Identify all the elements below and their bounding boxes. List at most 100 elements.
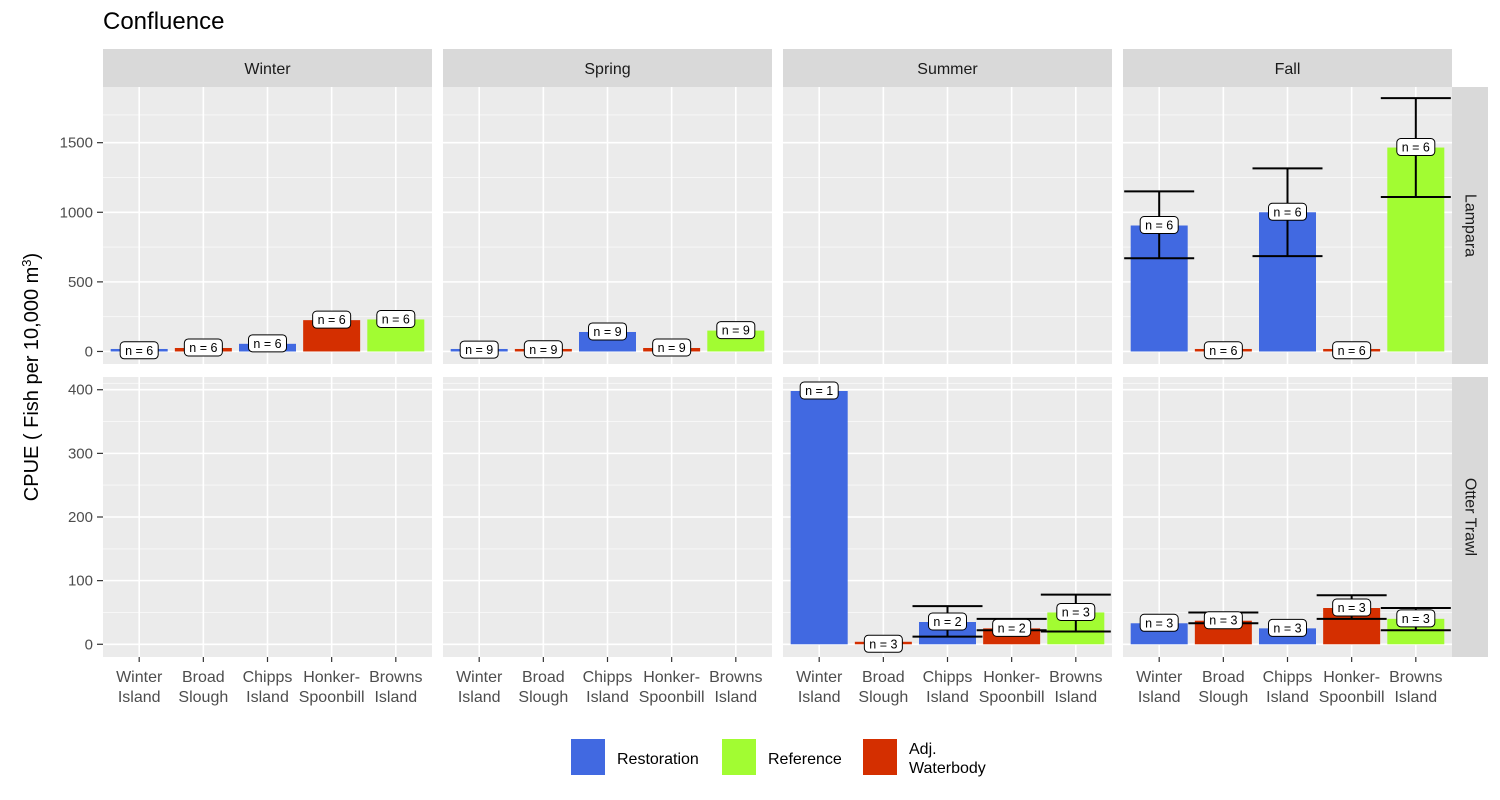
y-tick-label: 500 <box>68 274 93 291</box>
n-label: n = 9 <box>722 324 750 338</box>
facet-strip-summer <box>783 49 1112 87</box>
y-tick-label: 200 <box>68 509 93 526</box>
x-tick-label: Island <box>586 689 629 706</box>
x-tick-label: Island <box>1054 689 1097 706</box>
n-label-box <box>799 381 839 400</box>
x-tick-label: Spoonbill <box>639 689 705 706</box>
n-label-box <box>1139 216 1179 234</box>
n-label-box <box>1268 618 1307 637</box>
x-tick-label: Winter <box>1136 669 1183 686</box>
n-label: n = 1 <box>805 384 833 398</box>
n-label-box <box>459 340 499 359</box>
facet-strip-winter <box>103 49 432 87</box>
n-label: n = 6 <box>1402 141 1430 155</box>
x-tick-label: Island <box>246 689 289 706</box>
n-label: n = 6 <box>318 313 346 327</box>
n-label: n = 2 <box>933 615 961 629</box>
x-tick-label: Browns <box>709 669 762 686</box>
n-label-box <box>523 340 563 359</box>
n-label: n = 9 <box>658 341 686 355</box>
n-label-box <box>588 322 627 341</box>
n-label: n = 3 <box>1209 614 1237 628</box>
x-tick-label: Honker- <box>983 669 1040 686</box>
n-label: n = 3 <box>1402 612 1430 626</box>
n-label: n = 6 <box>1145 219 1173 233</box>
x-tick-label: Honker- <box>303 669 360 686</box>
x-tick-label: Spoonbill <box>1319 689 1385 706</box>
x-tick-label: Browns <box>369 669 422 686</box>
n-label: n = 9 <box>593 325 621 339</box>
x-tick-label: Island <box>714 689 757 706</box>
facet-strip-label-otter-trawl: Otter Trawl <box>1462 478 1479 556</box>
y-axis-label-paren: ) <box>21 253 43 260</box>
x-tick-label: Spoonbill <box>979 689 1045 706</box>
n-label: n = 3 <box>1273 621 1301 635</box>
x-tick-label: Chipps <box>243 669 293 686</box>
bar-summer-otter-trawl-winter-island <box>790 391 848 645</box>
legend-label-restoration: Restoration <box>617 751 699 768</box>
x-tick-label: Island <box>1394 689 1437 706</box>
n-label-box <box>312 310 352 329</box>
n-label: n = 6 <box>1209 344 1237 358</box>
y-tick-label: 0 <box>85 636 93 653</box>
y-axis-label: CPUE ( Fish per 10,000 m3) <box>19 253 44 501</box>
x-tick-label: Winter <box>796 669 843 686</box>
legend-label-adj-waterbody: Adj. Waterbody <box>909 741 986 777</box>
x-tick-label: Slough <box>1198 689 1248 706</box>
n-label: n = 6 <box>1273 205 1301 219</box>
n-label: n = 6 <box>189 341 217 355</box>
x-tick-label: Island <box>374 689 417 706</box>
facet-strip-label-spring: Spring <box>584 61 630 78</box>
n-label-box <box>652 338 692 357</box>
x-tick-label: Island <box>798 689 841 706</box>
n-label-box <box>1139 613 1179 632</box>
x-tick-label: Slough <box>178 689 228 706</box>
n-label: n = 6 <box>382 312 410 326</box>
x-tick-label: Broad <box>522 669 565 686</box>
n-label: n = 9 <box>465 343 493 357</box>
n-label-box <box>1056 602 1096 621</box>
x-tick-label: Broad <box>862 669 905 686</box>
x-tick-label: Winter <box>456 669 503 686</box>
x-tick-label: Chipps <box>1263 669 1313 686</box>
n-label-box <box>992 618 1032 637</box>
n-label: n = 9 <box>529 343 557 357</box>
y-axis-label-superscript: 3 <box>19 259 34 266</box>
n-label-box <box>716 321 756 340</box>
x-tick-label: Chipps <box>583 669 633 686</box>
n-label-box <box>183 338 223 357</box>
facet-strip-lampara <box>1452 87 1488 364</box>
n-label-box <box>863 634 903 653</box>
chart-title: Confluence <box>103 8 225 35</box>
x-tick-label: Honker- <box>1323 669 1380 686</box>
n-label-box <box>119 341 159 360</box>
x-tick-label: Slough <box>518 689 568 706</box>
facet-strip-spring <box>443 49 772 87</box>
n-label-box <box>928 612 967 631</box>
legend-swatch-restoration <box>571 739 605 775</box>
facet-strip-fall <box>1123 49 1452 87</box>
x-tick-label: Island <box>1138 689 1181 706</box>
x-tick-label: Winter <box>116 669 163 686</box>
x-tick-label: Island <box>1266 689 1309 706</box>
x-tick-label: Island <box>458 689 501 706</box>
n-label-box <box>1203 611 1243 630</box>
x-tick-label: Chipps <box>923 669 973 686</box>
n-label-box <box>1332 341 1372 360</box>
legend-swatch-reference <box>722 739 756 775</box>
x-tick-label: Island <box>926 689 969 706</box>
y-tick-label: 100 <box>68 573 93 590</box>
y-tick-label: 0 <box>85 343 93 360</box>
n-label: n = 3 <box>1338 601 1366 615</box>
n-label-box <box>1203 341 1243 360</box>
facet-strip-label-winter: Winter <box>244 61 291 78</box>
n-label-box <box>376 309 416 328</box>
x-tick-label: Honker- <box>643 669 700 686</box>
x-tick-label: Browns <box>1049 669 1102 686</box>
x-tick-label: Browns <box>1389 669 1442 686</box>
n-label-box <box>1396 138 1436 157</box>
y-tick-label: 1500 <box>60 135 93 152</box>
y-tick-label: 400 <box>68 382 93 399</box>
n-label: n = 6 <box>125 344 153 358</box>
